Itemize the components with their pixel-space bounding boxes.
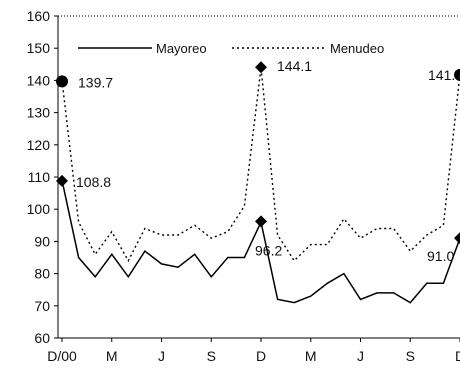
y-tick-label: 120 [27,137,51,153]
annotation-diamond-marker [454,232,460,245]
data-label: 96.2 [255,242,282,258]
y-tick-label: 140 [27,72,51,88]
x-tick-label: M [305,348,317,364]
y-tick-label: 100 [27,201,51,217]
data-label: 139.7 [78,74,113,90]
data-label: 144.1 [277,58,312,74]
x-tick-label: J [357,348,364,364]
data-label: 91.0 [427,248,454,264]
y-tick-label: 70 [34,298,50,314]
x-tick-label: D [256,348,266,364]
y-tick-label: 90 [34,233,50,249]
data-label: 141.7 [428,67,460,83]
x-tick-label: D/00 [47,348,77,364]
legend-label: Mayoreo [156,41,207,56]
annotation-diamond-marker [56,174,68,187]
y-tick-label: 130 [27,105,51,121]
series-line-menudeo [61,67,460,263]
y-tick-label: 80 [34,266,50,282]
x-tick-label: S [207,348,216,364]
x-tick-label: J [158,348,165,364]
data-label: 108.8 [76,174,111,190]
y-tick-label: 110 [28,169,51,185]
annotation-circle-marker [454,68,460,81]
annotation-diamond-marker [255,61,267,74]
annotation-circle-marker [56,75,68,88]
y-tick-label: 160 [27,8,51,24]
x-tick-label: M [106,348,118,364]
legend-label: Menudeo [330,41,384,56]
y-tick-label: 150 [27,40,51,56]
annotation-diamond-marker [255,215,267,228]
series-line-mayoreo [61,180,460,304]
x-tick-label: D [455,348,460,364]
x-tick-label: S [406,348,415,364]
y-tick-label: 60 [34,330,50,346]
